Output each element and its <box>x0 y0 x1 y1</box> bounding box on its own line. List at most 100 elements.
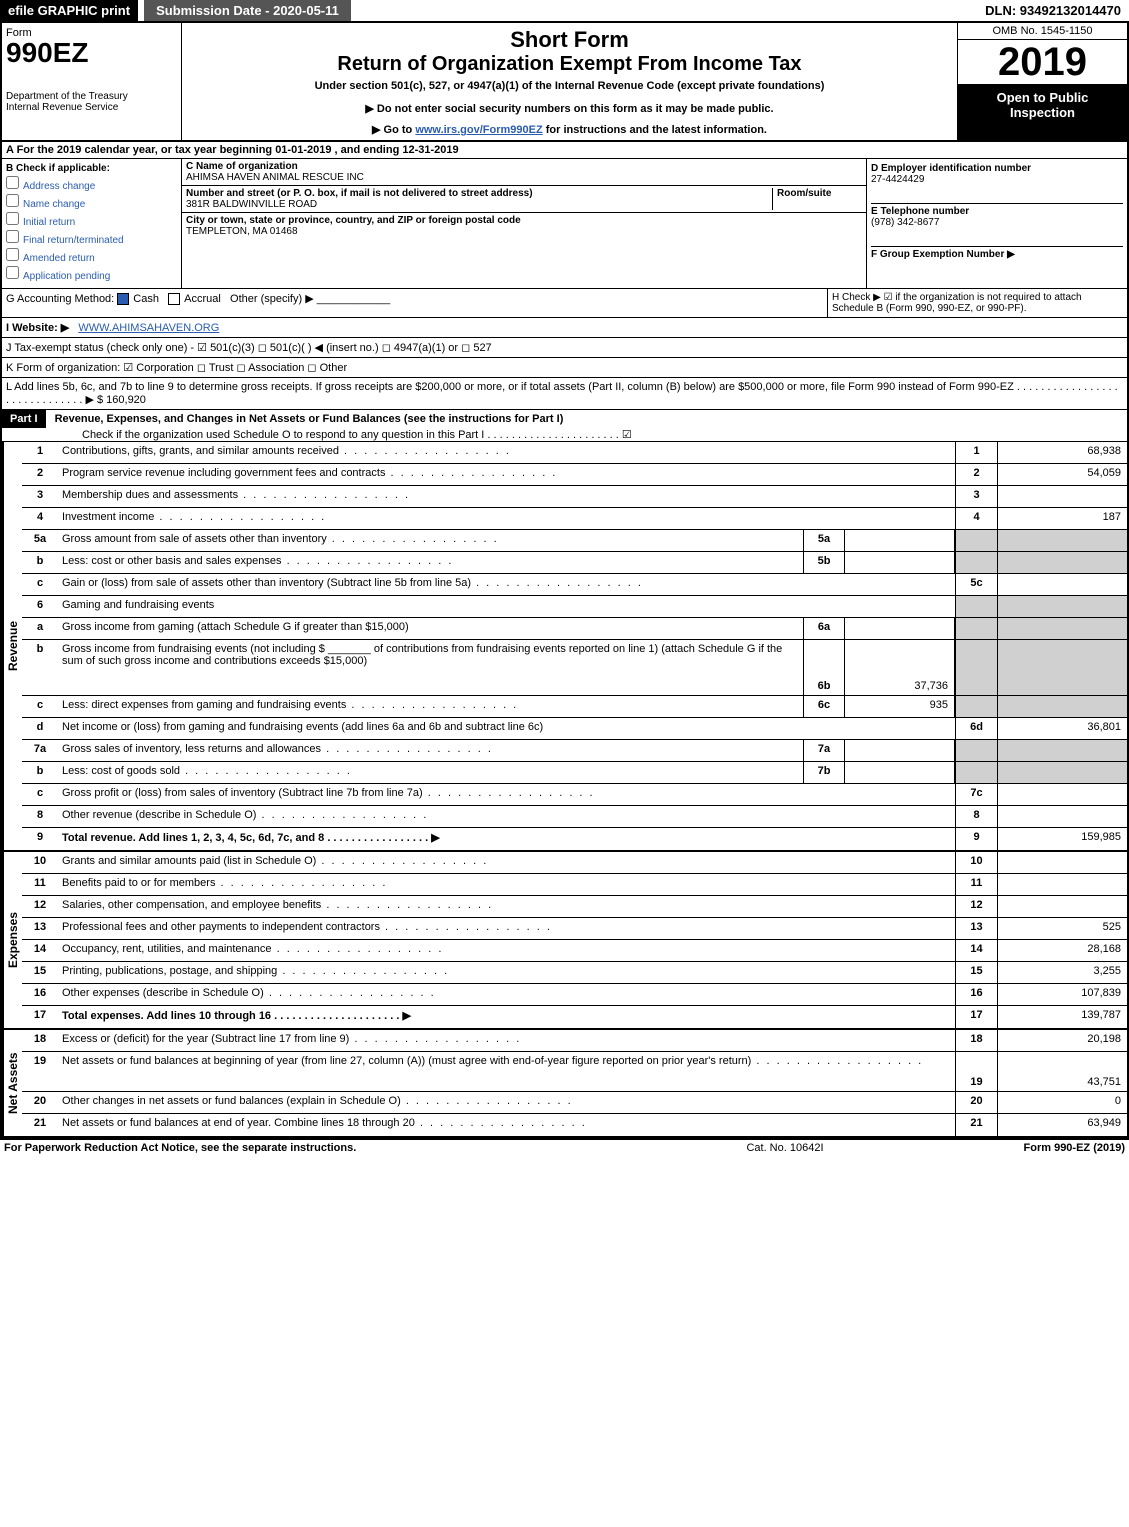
line-a: A For the 2019 calendar year, or tax yea… <box>2 142 1127 159</box>
row-8-val <box>997 806 1127 827</box>
row-7a-num: 7a <box>22 740 58 761</box>
row-21-desc: Net assets or fund balances at end of ye… <box>58 1114 955 1136</box>
omb-number: OMB No. 1545-1150 <box>958 23 1127 40</box>
ck-app-pending[interactable]: Application pending <box>6 266 177 282</box>
row-6a-mid: 6a <box>803 618 845 639</box>
row-11-desc: Benefits paid to or for members <box>58 874 955 895</box>
irs-label: Internal Revenue Service <box>6 102 177 113</box>
row-4-desc: Investment income <box>58 508 955 529</box>
row-6a-val <box>997 618 1127 639</box>
row-7a-col <box>955 740 997 761</box>
ck-name-change[interactable]: Name change <box>6 194 177 210</box>
do-not-enter: ▶ Do not enter social security numbers o… <box>186 102 953 115</box>
row-17-desc: Total expenses. Add lines 10 through 16 … <box>58 1006 955 1028</box>
top-bar: efile GRAPHIC print Submission Date - 20… <box>0 0 1129 21</box>
row-6d-val: 36,801 <box>997 718 1127 739</box>
row-5b-col <box>955 552 997 573</box>
row-2-desc: Program service revenue including govern… <box>58 464 955 485</box>
row-12-val <box>997 896 1127 917</box>
row-7b-col <box>955 762 997 783</box>
row-5b: b Less: cost or other basis and sales ex… <box>22 552 1127 574</box>
row-4: 4 Investment income 4 187 <box>22 508 1127 530</box>
row-7c-desc: Gross profit or (loss) from sales of inv… <box>58 784 955 805</box>
row-6c-col <box>955 696 997 717</box>
row-5c-desc: Gain or (loss) from sale of assets other… <box>58 574 955 595</box>
row-15: 15 Printing, publications, postage, and … <box>22 962 1127 984</box>
row-13: 13 Professional fees and other payments … <box>22 918 1127 940</box>
row-9-num: 9 <box>22 828 58 850</box>
row-19: 19 Net assets or fund balances at beginn… <box>22 1052 1127 1092</box>
row-6b-num: b <box>22 640 58 695</box>
header-left: Form 990EZ Department of the Treasury In… <box>2 23 182 140</box>
line-l: L Add lines 5b, 6c, and 7b to line 9 to … <box>2 378 1127 410</box>
ck-final-return[interactable]: Final return/terminated <box>6 230 177 246</box>
row-7b-mval <box>845 762 955 783</box>
row-12: 12 Salaries, other compensation, and emp… <box>22 896 1127 918</box>
row-1: 1 Contributions, gifts, grants, and simi… <box>22 442 1127 464</box>
row-7a-mid: 7a <box>803 740 845 761</box>
row-10-val <box>997 852 1127 873</box>
row-3-val <box>997 486 1127 507</box>
footer-paperwork: For Paperwork Reduction Act Notice, see … <box>4 1142 356 1154</box>
row-13-val: 525 <box>997 918 1127 939</box>
row-20: 20 Other changes in net assets or fund b… <box>22 1092 1127 1114</box>
row-16: 16 Other expenses (describe in Schedule … <box>22 984 1127 1006</box>
row-6d-desc: Net income or (loss) from gaming and fun… <box>58 718 955 739</box>
efile-print-button[interactable]: efile GRAPHIC print <box>0 0 138 21</box>
accrual-label: Accrual <box>184 293 221 305</box>
line-l-amount: $ 160,920 <box>97 394 146 406</box>
row-5c: c Gain or (loss) from sale of assets oth… <box>22 574 1127 596</box>
row-14-num: 14 <box>22 940 58 961</box>
row-6a-col <box>955 618 997 639</box>
row-5a-val <box>997 530 1127 551</box>
row-6a-desc: Gross income from gaming (attach Schedul… <box>58 618 803 639</box>
row-3-desc: Membership dues and assessments <box>58 486 955 507</box>
row-6d: d Net income or (loss) from gaming and f… <box>22 718 1127 740</box>
row-6a: a Gross income from gaming (attach Sched… <box>22 618 1127 640</box>
row-15-desc: Printing, publications, postage, and shi… <box>58 962 955 983</box>
row-8-num: 8 <box>22 806 58 827</box>
revenue-table: Revenue 1 Contributions, gifts, grants, … <box>2 442 1127 852</box>
row-9-val: 159,985 <box>997 828 1127 850</box>
ck-amended[interactable]: Amended return <box>6 248 177 264</box>
row-14-col: 14 <box>955 940 997 961</box>
row-7c-val <box>997 784 1127 805</box>
goto-post: for instructions and the latest informat… <box>543 124 767 136</box>
line-k: K Form of organization: ☑ Corporation ◻ … <box>2 358 1127 378</box>
row-6c-mid: 6c <box>803 696 845 717</box>
ck-accrual[interactable] <box>168 293 180 305</box>
box-c: C Name of organization AHIMSA HAVEN ANIM… <box>182 159 867 288</box>
row-21: 21 Net assets or fund balances at end of… <box>22 1114 1127 1136</box>
row-8-col: 8 <box>955 806 997 827</box>
org-name-label: C Name of organization <box>186 161 298 172</box>
irs-link[interactable]: www.irs.gov/Form990EZ <box>415 124 542 136</box>
row-3: 3 Membership dues and assessments 3 <box>22 486 1127 508</box>
row-5a-mid: 5a <box>803 530 845 551</box>
box-d-e-f: D Employer identification number 27-4424… <box>867 159 1127 288</box>
row-11: 11 Benefits paid to or for members 11 <box>22 874 1127 896</box>
box-b: B Check if applicable: Address change Na… <box>2 159 182 288</box>
row-2: 2 Program service revenue including gove… <box>22 464 1127 486</box>
row-7b-num: b <box>22 762 58 783</box>
ck-address-change[interactable]: Address change <box>6 176 177 192</box>
row-11-num: 11 <box>22 874 58 895</box>
row-9-col: 9 <box>955 828 997 850</box>
box-b-label: B Check if applicable: <box>6 163 177 174</box>
row-10-col: 10 <box>955 852 997 873</box>
row-5a-col <box>955 530 997 551</box>
row-21-col: 21 <box>955 1114 997 1136</box>
row-17: 17 Total expenses. Add lines 10 through … <box>22 1006 1127 1028</box>
website-link[interactable]: WWW.AHIMSAHAVEN.ORG <box>78 322 219 334</box>
i-label: I Website: ▶ <box>6 322 69 334</box>
row-5b-mval <box>845 552 955 573</box>
row-5c-val <box>997 574 1127 595</box>
row-13-num: 13 <box>22 918 58 939</box>
row-20-desc: Other changes in net assets or fund bala… <box>58 1092 955 1113</box>
ck-cash[interactable] <box>117 293 129 305</box>
row-7a-desc: Gross sales of inventory, less returns a… <box>58 740 803 761</box>
city-state-zip: TEMPLETON, MA 01468 <box>186 226 298 237</box>
city-cell: City or town, state or province, country… <box>182 213 866 239</box>
row-6a-mval <box>845 618 955 639</box>
ck-initial-return[interactable]: Initial return <box>6 212 177 228</box>
row-6-num: 6 <box>22 596 58 617</box>
